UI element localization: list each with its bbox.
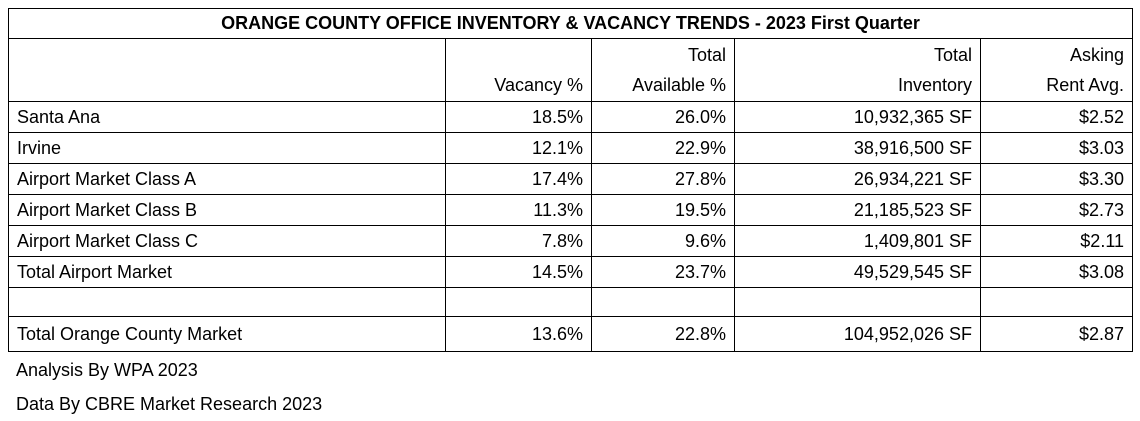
available-cell: 26.0% bbox=[591, 101, 735, 133]
table-row: Airport Market Class A 17.4% 27.8% 26,93… bbox=[8, 163, 1134, 195]
spacer-cell bbox=[979, 287, 1134, 317]
header-rent-line1: Asking bbox=[1069, 45, 1125, 65]
inventory-cell: 10,932,365 SF bbox=[734, 101, 981, 133]
vacancy-cell: 7.8% bbox=[445, 225, 592, 257]
header-available: Total Available % bbox=[591, 38, 735, 102]
spacer-cell bbox=[8, 287, 446, 317]
total-rent-cell: $2.87 bbox=[979, 316, 1134, 352]
vacancy-cell: 11.3% bbox=[445, 194, 592, 226]
available-cell: 19.5% bbox=[591, 194, 735, 226]
spacer-row bbox=[8, 287, 1134, 317]
header-available-line1: Total bbox=[687, 45, 726, 65]
vacancy-cell: 17.4% bbox=[445, 163, 592, 195]
table-header-row: Vacancy % Total Available % Total Invent… bbox=[8, 38, 1134, 102]
total-inventory-cell: 104,952,026 SF bbox=[734, 316, 981, 352]
vacancy-cell: 12.1% bbox=[445, 132, 592, 164]
spacer-cell bbox=[591, 287, 735, 317]
spacer-cell bbox=[445, 287, 592, 317]
rent-cell: $2.73 bbox=[979, 194, 1134, 226]
inventory-cell: 49,529,545 SF bbox=[734, 256, 981, 288]
available-cell: 9.6% bbox=[591, 225, 735, 257]
header-vacancy-line2: Vacancy % bbox=[494, 75, 583, 95]
spacer-cell bbox=[734, 287, 981, 317]
header-rent-line2: Rent Avg. bbox=[1046, 75, 1125, 95]
table-row: Airport Market Class B 11.3% 19.5% 21,18… bbox=[8, 194, 1134, 226]
inventory-cell: 1,409,801 SF bbox=[734, 225, 981, 257]
market-cell: Airport Market Class B bbox=[8, 194, 446, 226]
rent-cell: $3.08 bbox=[979, 256, 1134, 288]
header-rent: Asking Rent Avg. bbox=[979, 38, 1134, 102]
total-vacancy-cell: 13.6% bbox=[445, 316, 592, 352]
market-cell: Santa Ana bbox=[8, 101, 446, 133]
table-title-row: ORANGE COUNTY OFFICE INVENTORY & VACANCY… bbox=[7, 8, 1134, 39]
table-title: ORANGE COUNTY OFFICE INVENTORY & VACANCY… bbox=[7, 8, 1134, 39]
rent-cell: $3.03 bbox=[979, 132, 1134, 164]
total-market-cell: Total Orange County Market bbox=[8, 316, 446, 352]
rent-cell: $2.52 bbox=[979, 101, 1134, 133]
header-inventory-line1: Total bbox=[933, 45, 972, 65]
header-available-line2: Available % bbox=[632, 75, 726, 95]
header-vacancy-line1 bbox=[454, 40, 583, 70]
rent-cell: $3.30 bbox=[979, 163, 1134, 195]
analysis-note: Analysis By WPA 2023 bbox=[16, 360, 198, 380]
inventory-cell: 26,934,221 SF bbox=[734, 163, 981, 195]
available-cell: 23.7% bbox=[591, 256, 735, 288]
inventory-cell: 38,916,500 SF bbox=[734, 132, 981, 164]
table-row: Airport Market Class C 7.8% 9.6% 1,409,8… bbox=[8, 225, 1134, 257]
available-cell: 22.9% bbox=[591, 132, 735, 164]
market-cell: Total Airport Market bbox=[8, 256, 446, 288]
header-inventory-line2: Inventory bbox=[897, 75, 972, 95]
header-vacancy: Vacancy % bbox=[445, 38, 592, 102]
vacancy-table: ORANGE COUNTY OFFICE INVENTORY & VACANCY… bbox=[7, 8, 1134, 352]
table-row: Total Airport Market 14.5% 23.7% 49,529,… bbox=[8, 256, 1134, 288]
vacancy-cell: 18.5% bbox=[445, 101, 592, 133]
market-cell: Airport Market Class A bbox=[8, 163, 446, 195]
vacancy-cell: 14.5% bbox=[445, 256, 592, 288]
header-market bbox=[8, 38, 446, 102]
total-available-cell: 22.8% bbox=[591, 316, 735, 352]
total-row: Total Orange County Market 13.6% 22.8% 1… bbox=[8, 316, 1134, 352]
table-container: ORANGE COUNTY OFFICE INVENTORY & VACANCY… bbox=[7, 8, 1134, 352]
inventory-cell: 21,185,523 SF bbox=[734, 194, 981, 226]
rent-cell: $2.11 bbox=[979, 225, 1134, 257]
market-cell: Irvine bbox=[8, 132, 446, 164]
table-row: Santa Ana 18.5% 26.0% 10,932,365 SF $2.5… bbox=[8, 101, 1134, 133]
data-source-note: Data By CBRE Market Research 2023 bbox=[16, 394, 323, 414]
available-cell: 27.8% bbox=[591, 163, 735, 195]
market-cell: Airport Market Class C bbox=[8, 225, 446, 257]
source-notes: Analysis By WPA 2023 Data By CBRE Market… bbox=[16, 353, 322, 421]
header-inventory: Total Inventory bbox=[734, 38, 981, 102]
table-row: Irvine 12.1% 22.9% 38,916,500 SF $3.03 bbox=[8, 132, 1134, 164]
